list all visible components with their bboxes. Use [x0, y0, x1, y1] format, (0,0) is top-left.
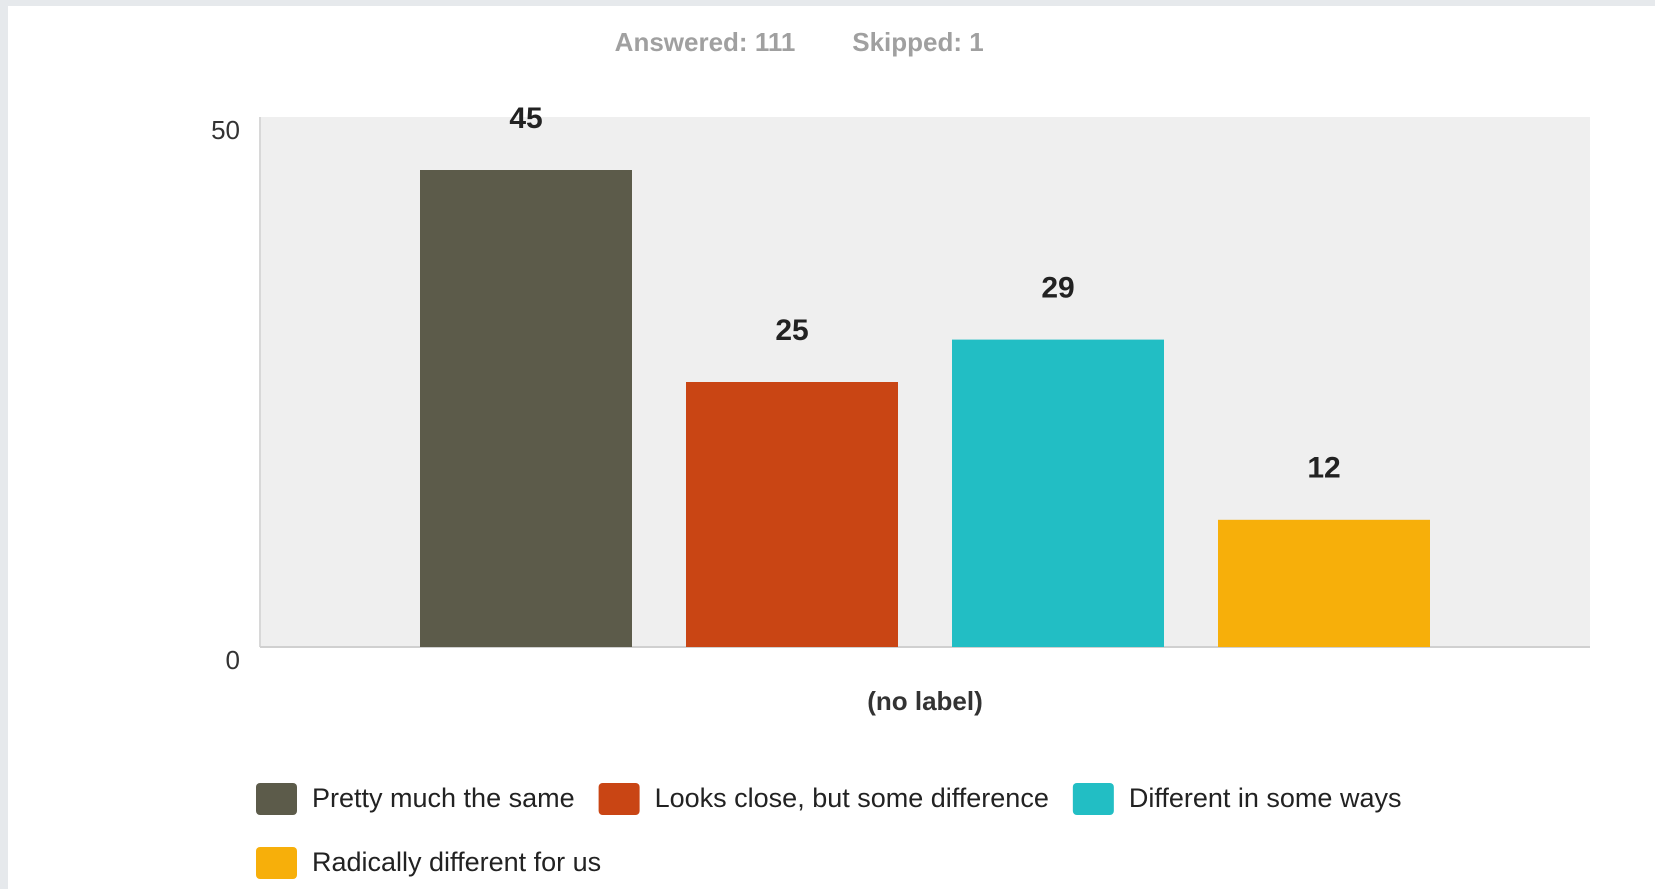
y-tick-label: 0: [226, 645, 240, 675]
legend-swatch: [598, 783, 640, 815]
data-label: 45: [509, 102, 542, 135]
bar: [686, 382, 898, 647]
legend-label: Pretty much the same: [312, 783, 575, 813]
data-label: 12: [1307, 452, 1340, 485]
data-label: 25: [775, 314, 808, 347]
legend-label: Looks close, but some difference: [655, 783, 1049, 813]
legend-label: Different in some ways: [1129, 783, 1402, 813]
bar: [1218, 519, 1430, 647]
legend-swatch: [256, 847, 297, 879]
legend-swatch: [1072, 783, 1114, 815]
bar: [420, 170, 632, 647]
legend-swatch: [256, 783, 297, 815]
bar: [952, 339, 1164, 647]
answered-count: Answered: 111: [615, 27, 796, 57]
legend-label: Radically different for us: [312, 847, 601, 877]
skipped-count: Skipped: 1: [852, 27, 983, 57]
x-tick-label: (no label): [867, 686, 983, 716]
data-label: 29: [1041, 272, 1074, 305]
y-tick-label: 50: [211, 115, 240, 145]
